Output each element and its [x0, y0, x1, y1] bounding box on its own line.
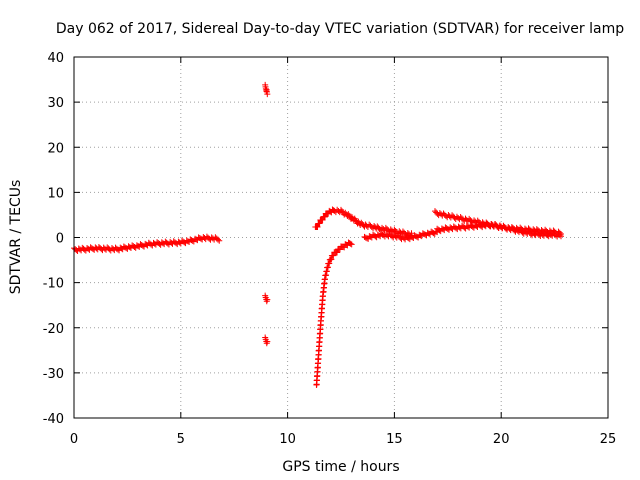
data-point: [316, 220, 323, 227]
data-point: [348, 241, 355, 248]
data-point: [321, 213, 328, 220]
series-1: [71, 233, 223, 255]
data-point: [314, 223, 321, 230]
data-point: [347, 240, 354, 247]
series-5: [313, 239, 355, 388]
y-tick-label: 10: [47, 186, 64, 201]
data-point: [328, 256, 335, 263]
data-point: [326, 260, 333, 267]
data-points: [71, 81, 565, 388]
y-tick-label: 40: [47, 51, 64, 66]
data-point: [264, 296, 271, 303]
series-7: [361, 228, 441, 243]
series-9: [434, 220, 565, 240]
y-tick-label: -30: [43, 367, 64, 382]
x-tick-label: 15: [386, 432, 403, 447]
y-axis-label: SDTVAR / TECUs: [8, 180, 24, 295]
x-tick-label: 10: [279, 432, 296, 447]
data-point: [319, 217, 326, 224]
y-tick-label: 20: [47, 141, 64, 156]
y-tick-label: -40: [43, 412, 64, 427]
x-tick-label: 25: [600, 432, 617, 447]
data-point: [334, 249, 341, 256]
axis-ticks: 0 5 10 15 20 25 -40 -30 -20 -10 0 10 20 30 40: [43, 51, 617, 447]
y-tick-label: 30: [47, 96, 64, 111]
x-tick-label: 20: [493, 432, 510, 447]
series-8: [431, 208, 565, 237]
y-tick-label: -10: [43, 277, 64, 292]
y-tick-label: -20: [43, 322, 64, 337]
data-point: [264, 338, 271, 345]
data-point: [216, 237, 223, 244]
series-4: [262, 334, 271, 347]
chart-title: Day 062 of 2017, Sidereal Day-to-day VTE…: [56, 21, 624, 37]
x-tick-label: 5: [177, 432, 185, 447]
y-tick-label: 0: [56, 232, 64, 247]
data-point: [214, 236, 221, 243]
x-axis-label: GPS time / hours: [282, 459, 399, 475]
data-point: [556, 232, 563, 239]
data-point: [558, 233, 565, 240]
series-2: [262, 81, 271, 98]
grid: [74, 57, 608, 418]
series-3: [262, 292, 271, 305]
series-6: [312, 206, 415, 239]
data-point: [264, 91, 271, 98]
data-point: [330, 252, 337, 259]
x-tick-label: 0: [70, 432, 78, 447]
